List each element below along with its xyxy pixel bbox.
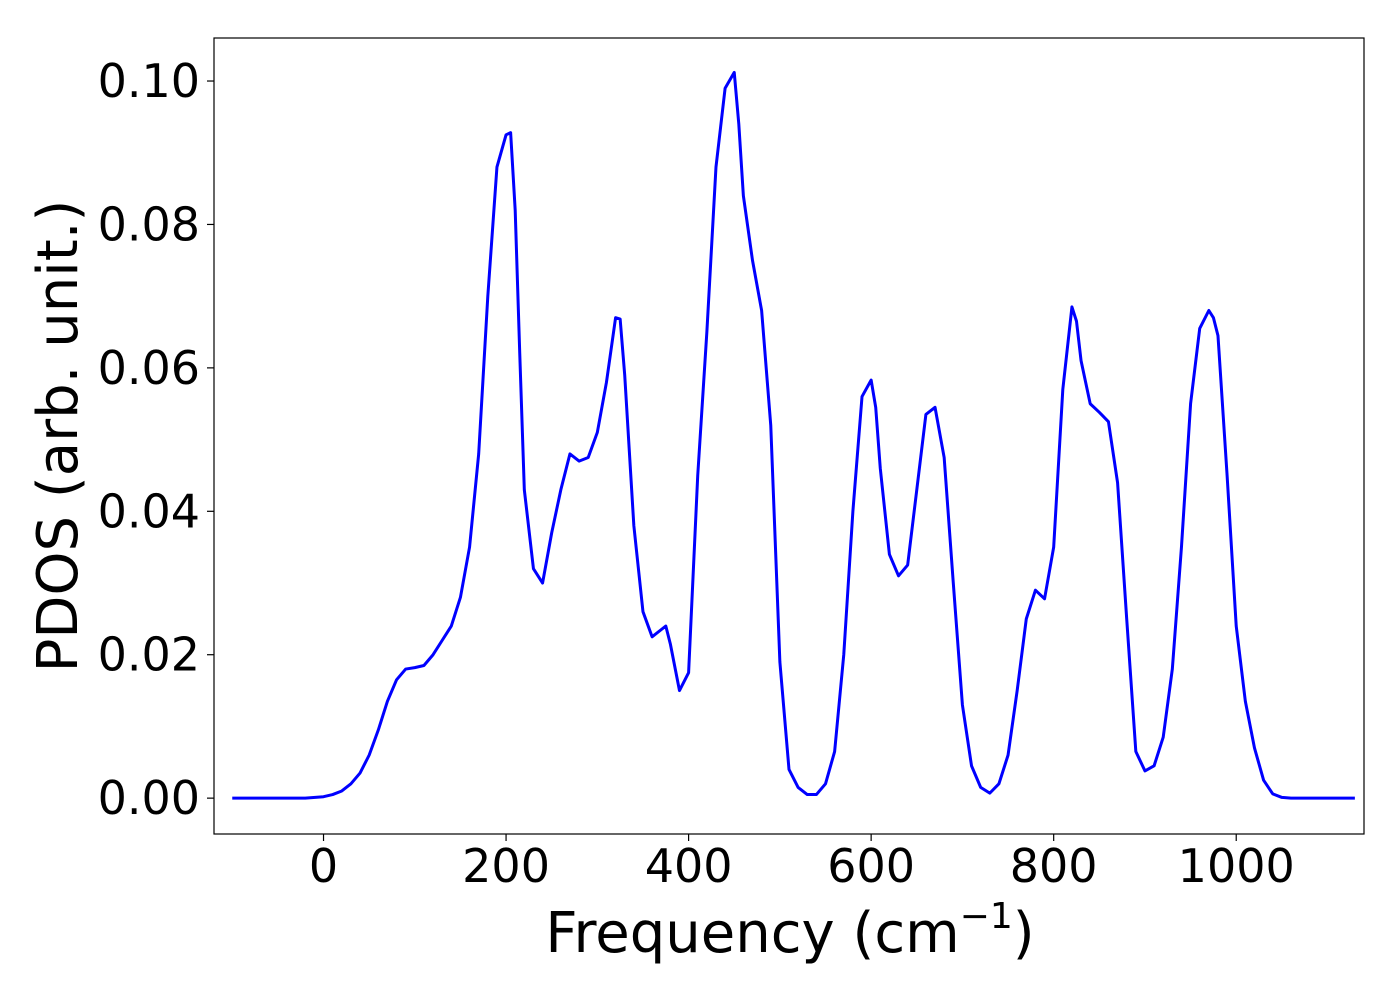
x-axis-ticks: 0 200 400 600 800 1000 <box>309 834 1295 893</box>
x-tick-label: 1000 <box>1178 839 1295 893</box>
x-tick-label: 800 <box>1010 839 1098 893</box>
y-tick-label: 0.06 <box>98 341 200 395</box>
plot-frame <box>213 37 1365 835</box>
x-tick-label: 400 <box>645 839 733 893</box>
y-axis-label: PDOS (arb. unit.) <box>26 200 91 673</box>
y-tick-label: 0.08 <box>98 197 200 251</box>
x-tick-label: 0 <box>309 839 338 893</box>
y-tick-label: 0.02 <box>98 628 200 682</box>
plot-area <box>213 37 1365 835</box>
series-line-0 <box>232 70 1355 800</box>
x-tick-label: 200 <box>462 839 550 893</box>
x-tick-label: 600 <box>827 839 915 893</box>
y-tick-label: 0.00 <box>98 771 200 825</box>
y-tick-label: 0.10 <box>98 54 200 108</box>
y-axis-ticks: 0.00 0.02 0.04 0.06 0.08 0.10 <box>98 54 214 825</box>
x-axis-label: Frequency (cm−1) <box>545 896 1034 966</box>
y-tick-label: 0.04 <box>98 484 200 538</box>
